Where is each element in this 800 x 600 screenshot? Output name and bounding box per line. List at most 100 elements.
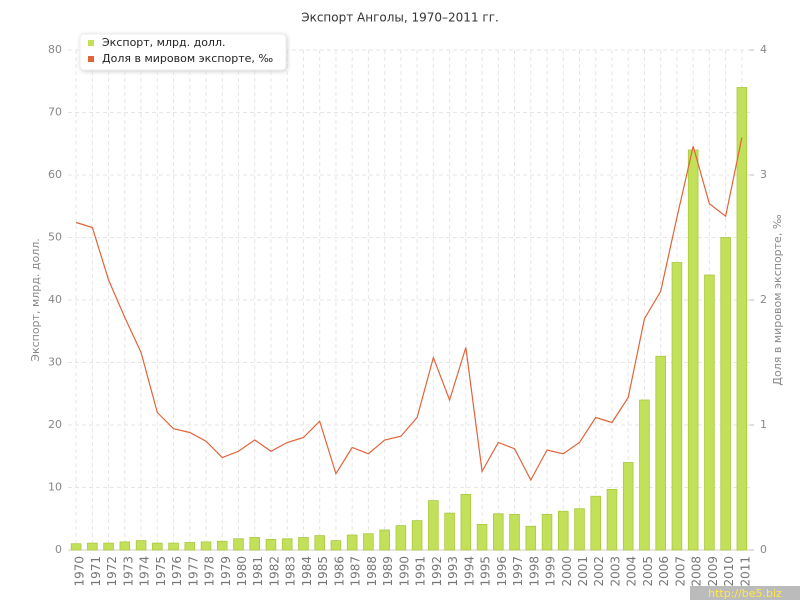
bar (152, 542, 163, 551)
y-tick-label: 30 (48, 356, 62, 369)
bar (622, 462, 634, 551)
chart-title: Экспорт Анголы, 1970–2011 гг. (301, 11, 499, 25)
y2-axis-label: Доля в мировом экспорте, ‰ (771, 214, 784, 385)
x-tick-label: 1973 (121, 556, 135, 587)
bar (379, 529, 390, 551)
bar (444, 512, 455, 551)
y-tick-label: 0 (55, 543, 62, 556)
bar (574, 508, 585, 551)
bar (525, 525, 537, 551)
x-tick-label: 1996 (495, 556, 509, 587)
x-tick-label: 2005 (641, 556, 655, 587)
legend-label: Доля в мировом экспорте, ‰ (102, 52, 273, 65)
y-tick-label: 40 (48, 293, 62, 306)
legend-box (79, 33, 287, 71)
x-tick-label: 1990 (397, 556, 411, 587)
legend: Экспорт, млрд. долл. Доля в мировом экспо… (79, 33, 287, 71)
x-tick-label: 1999 (544, 556, 558, 587)
y-tick-label: 20 (48, 418, 62, 431)
bar (249, 537, 261, 551)
bar (557, 510, 569, 551)
bar (135, 540, 147, 551)
x-tick-label: 1979 (219, 556, 233, 587)
bar (395, 525, 407, 551)
y2-tick-label: 2 (760, 293, 767, 306)
bar (346, 534, 358, 551)
y-tick-label: 70 (48, 106, 62, 119)
bar (298, 537, 309, 551)
bar (330, 540, 342, 551)
x-tick-label: 1993 (446, 556, 460, 587)
y2-tick-label: 4 (760, 43, 767, 56)
x-tick-label: 1989 (381, 556, 395, 587)
y-tick-label: 10 (48, 481, 62, 494)
y-axis-label: Экспорт, млрд. долл. (29, 238, 42, 361)
x-tick-label: 1982 (267, 556, 281, 587)
x-tick-label: 1977 (186, 556, 200, 587)
legend-swatch (88, 56, 94, 62)
x-tick-label: 2009 (706, 556, 720, 587)
x-tick-label: 1992 (430, 556, 444, 587)
line (75, 137, 743, 482)
bar (216, 540, 228, 551)
x-tick-label: 2006 (657, 556, 671, 587)
x-tick-label: 2001 (576, 556, 590, 587)
x-tick-label: 1983 (284, 556, 298, 587)
x-tick-label: 1971 (89, 556, 103, 587)
y-tick-label: 80 (48, 43, 62, 56)
x-tick-label: 1984 (300, 556, 314, 587)
x-tick-label: 1975 (154, 556, 168, 587)
x-tick-label: 1987 (349, 556, 363, 587)
legend-swatch (88, 40, 94, 46)
bar (720, 237, 731, 551)
x-tick-label: 1995 (479, 556, 493, 587)
x-tick-label: 2011 (738, 556, 752, 587)
x-tick-label: 2000 (560, 556, 574, 587)
x-tick-label: 2003 (608, 556, 622, 587)
watermark: http://be5.biz (708, 587, 782, 600)
x-tick-label: 2007 (673, 556, 687, 587)
x-tick-label: 1978 (203, 556, 217, 587)
bar (493, 513, 504, 551)
bar (639, 399, 650, 551)
legend-label: Экспорт, млрд. долл. (102, 36, 225, 49)
x-tick-label: 1981 (251, 556, 265, 587)
x-tick-label: 1980 (235, 556, 249, 587)
watermark-band (690, 586, 800, 600)
x-tick-label: 1972 (105, 556, 119, 587)
x-tick-label: 1997 (511, 556, 525, 587)
bar (606, 488, 618, 551)
x-tick-label: 1970 (73, 556, 87, 587)
bar (184, 542, 196, 551)
bar (70, 543, 82, 551)
bar (411, 520, 423, 551)
bar (476, 523, 488, 551)
bar (119, 541, 131, 551)
x-tick-label: 2002 (592, 556, 606, 587)
x-tick-label: 2008 (690, 556, 704, 587)
x-tick-label: 2004 (625, 556, 639, 587)
bar (509, 513, 520, 551)
bar (590, 495, 602, 551)
bar (281, 538, 293, 551)
bar (541, 513, 553, 551)
bar (704, 274, 715, 551)
bar (103, 542, 114, 551)
bar (233, 538, 244, 551)
bar (314, 535, 325, 551)
x-tick-label: 1994 (462, 556, 476, 587)
x-tick-label: 2010 (722, 556, 736, 587)
y2-tick-label: 3 (760, 168, 767, 181)
bar (363, 533, 374, 551)
bar (168, 542, 179, 551)
bar (687, 149, 699, 551)
y-tick-label: 60 (48, 168, 62, 181)
y2-tick-label: 1 (760, 418, 767, 431)
x-tick-label: 1976 (170, 556, 184, 587)
x-tick-label: 1986 (332, 556, 346, 587)
y-tick-label: 50 (48, 231, 62, 244)
x-tick-label: 1974 (138, 556, 152, 587)
y2-tick-label: 0 (760, 543, 767, 556)
bar (87, 542, 98, 551)
